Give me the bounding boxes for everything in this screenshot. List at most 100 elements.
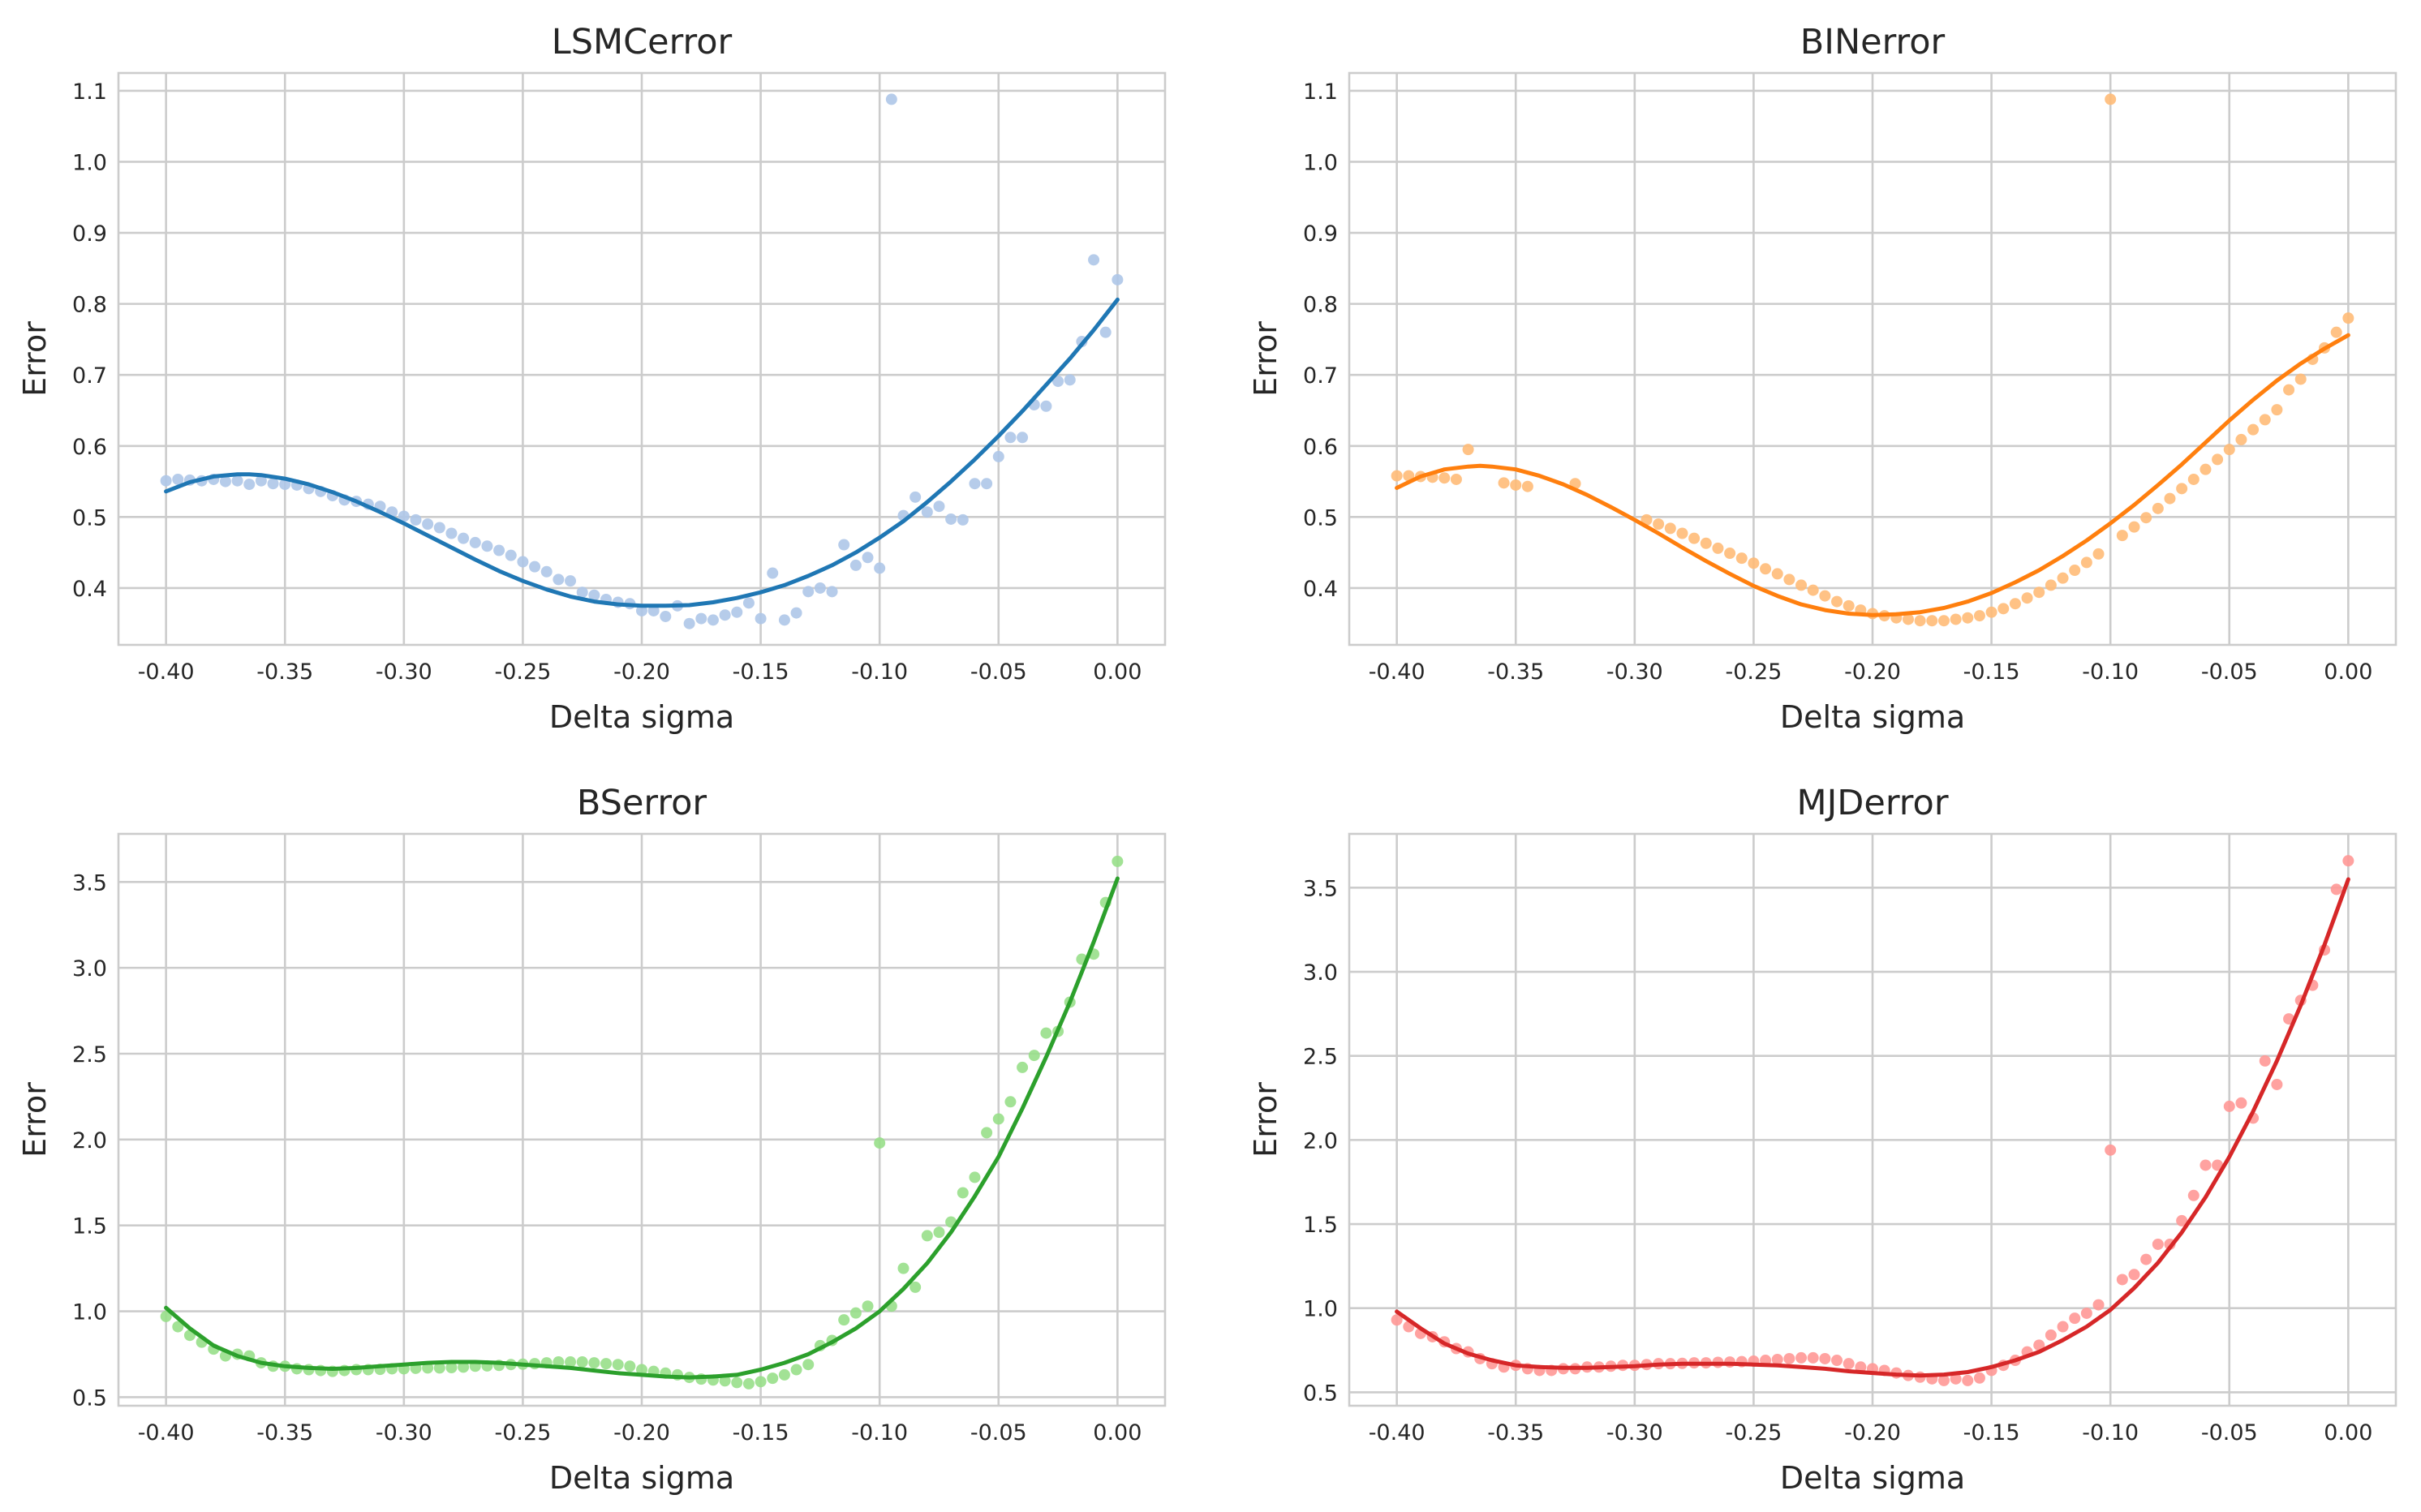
chart-title-bin: BINerror [1800, 22, 1946, 62]
x-tick-label: -0.15 [733, 659, 789, 685]
scatter-point [1926, 615, 1938, 627]
scatter-point [2187, 473, 2200, 485]
scatter-point [2235, 1097, 2247, 1109]
scatter-point [874, 562, 886, 574]
scatter-point [433, 522, 445, 534]
fit-line-lsmc [164, 297, 1120, 608]
scatter-point [683, 617, 695, 629]
scatter-point [2140, 1253, 2152, 1265]
scatter-point [422, 1362, 434, 1374]
chart-mjd: -0.40 -0.35 -0.30 -0.25 -0.20 -0.15 -0.10 -0.05… [1248, 783, 2397, 1496]
scatter-point [1771, 568, 1783, 580]
scatter-point [255, 475, 267, 487]
scatter-point [2152, 502, 2164, 514]
chart-bin: -0.40 -0.35 -0.30 -0.25 -0.20 -0.15 -0.10 -0.05… [1248, 22, 2397, 735]
scatter-point [1783, 573, 1795, 586]
scatter-point [1040, 1027, 1052, 1039]
x-tick-label: -0.20 [613, 1420, 670, 1445]
y-axis-label-bin: Error [1248, 321, 1284, 397]
x-tick-label: -0.30 [376, 659, 432, 685]
scatter-point [826, 586, 838, 598]
scatter-point [719, 1375, 731, 1387]
y-tick-label: 1.5 [1303, 1213, 1338, 1238]
scatter-point [719, 609, 731, 621]
scatter-point [1973, 610, 1985, 622]
x-tick-label: -0.30 [376, 1420, 432, 1445]
scatter-point [1771, 1353, 1783, 1365]
x-tick-label: -0.10 [851, 659, 908, 685]
scatter-point [576, 586, 588, 599]
x-tick-label: 0.00 [2324, 659, 2372, 685]
scatter-point [267, 478, 279, 490]
scatter-point [445, 1362, 458, 1373]
x-tick-label: -0.30 [1606, 659, 1663, 685]
scatter-point [2092, 548, 2105, 560]
scatter-point [2128, 1269, 2140, 1281]
x-tick-label: -0.40 [138, 1420, 195, 1445]
scatter-point [2235, 433, 2247, 445]
y-tick-label: 2.5 [72, 1042, 107, 1067]
scatter-point [636, 1364, 647, 1376]
y-tick-label: 2.5 [1303, 1045, 1338, 1070]
x-tick-label: -0.25 [1725, 659, 1782, 685]
scatter-point [2069, 1312, 2081, 1325]
scatter-point [1973, 1372, 1985, 1384]
scatter-point [1962, 1374, 1974, 1386]
y-tick-label: 1.0 [72, 150, 107, 175]
scatter-point [2200, 463, 2212, 475]
scatter-point [553, 1356, 565, 1368]
scatter-point [2045, 579, 2057, 591]
scatter-point [2057, 1321, 2069, 1333]
x-tick-label: -0.35 [256, 1420, 313, 1445]
fit-line-bin [1395, 333, 2350, 617]
chart-lsmc: -0.40 -0.35 -0.30 -0.25 -0.20 -0.15 -0.10 -0.05… [17, 22, 1167, 735]
y-tick-label: 1.0 [1303, 150, 1338, 175]
scatter-point [2140, 512, 2152, 524]
scatter-point [767, 1372, 779, 1385]
scatter-point [731, 606, 743, 618]
scatter-point [576, 1356, 588, 1368]
scatter-points-bin [1391, 93, 2354, 627]
y-axis-label-lsmc: Error [17, 321, 53, 397]
scatter-point [1688, 532, 1701, 544]
scatter-point [1831, 1355, 1843, 1367]
scatter-point [1676, 527, 1688, 539]
scatter-point [1391, 1314, 1403, 1326]
scatter-point [1004, 1096, 1017, 1108]
scatter-point [2176, 483, 2188, 495]
scatter-point [1950, 1372, 1962, 1385]
scatter-point [2271, 404, 2283, 416]
y-tick-label: 0.8 [72, 293, 107, 318]
scatter-point [2116, 530, 2128, 542]
scatter-point [755, 1376, 767, 1388]
scatter-point [1902, 613, 1914, 625]
scatter-point [778, 1368, 790, 1381]
y-tick-label: 1.0 [72, 1300, 107, 1325]
scatter-point [2223, 444, 2235, 456]
scatter-point [790, 607, 802, 619]
scatter-point [933, 1226, 945, 1239]
scatter-point [862, 552, 874, 564]
y-tick-label: 0.5 [1303, 505, 1338, 530]
scatter-point [636, 604, 647, 616]
scatter-point [1819, 590, 1831, 602]
x-tick-label: -0.40 [1369, 1420, 1426, 1445]
scatter-point [957, 1187, 969, 1199]
scatter-point [1795, 1351, 1808, 1364]
scatter-point [1950, 613, 1962, 625]
scatter-point [849, 559, 862, 571]
axes-frame-bin [1348, 71, 2397, 646]
y-tick-label: 0.8 [1303, 293, 1338, 318]
scatter-point [921, 1230, 933, 1242]
scatter-point [2092, 1299, 2105, 1311]
y-tick-label: 3.5 [72, 870, 107, 896]
y-tick-label: 0.4 [72, 577, 107, 602]
y-tick-label: 1.5 [72, 1214, 107, 1239]
scatter-point [2033, 586, 2045, 599]
scatter-point [2212, 1159, 2224, 1171]
x-tick-label: -0.35 [1487, 1420, 1544, 1445]
scatter-point [660, 610, 672, 622]
x-tick-label: -0.10 [2082, 659, 2139, 685]
scatter-point [1807, 1351, 1819, 1364]
